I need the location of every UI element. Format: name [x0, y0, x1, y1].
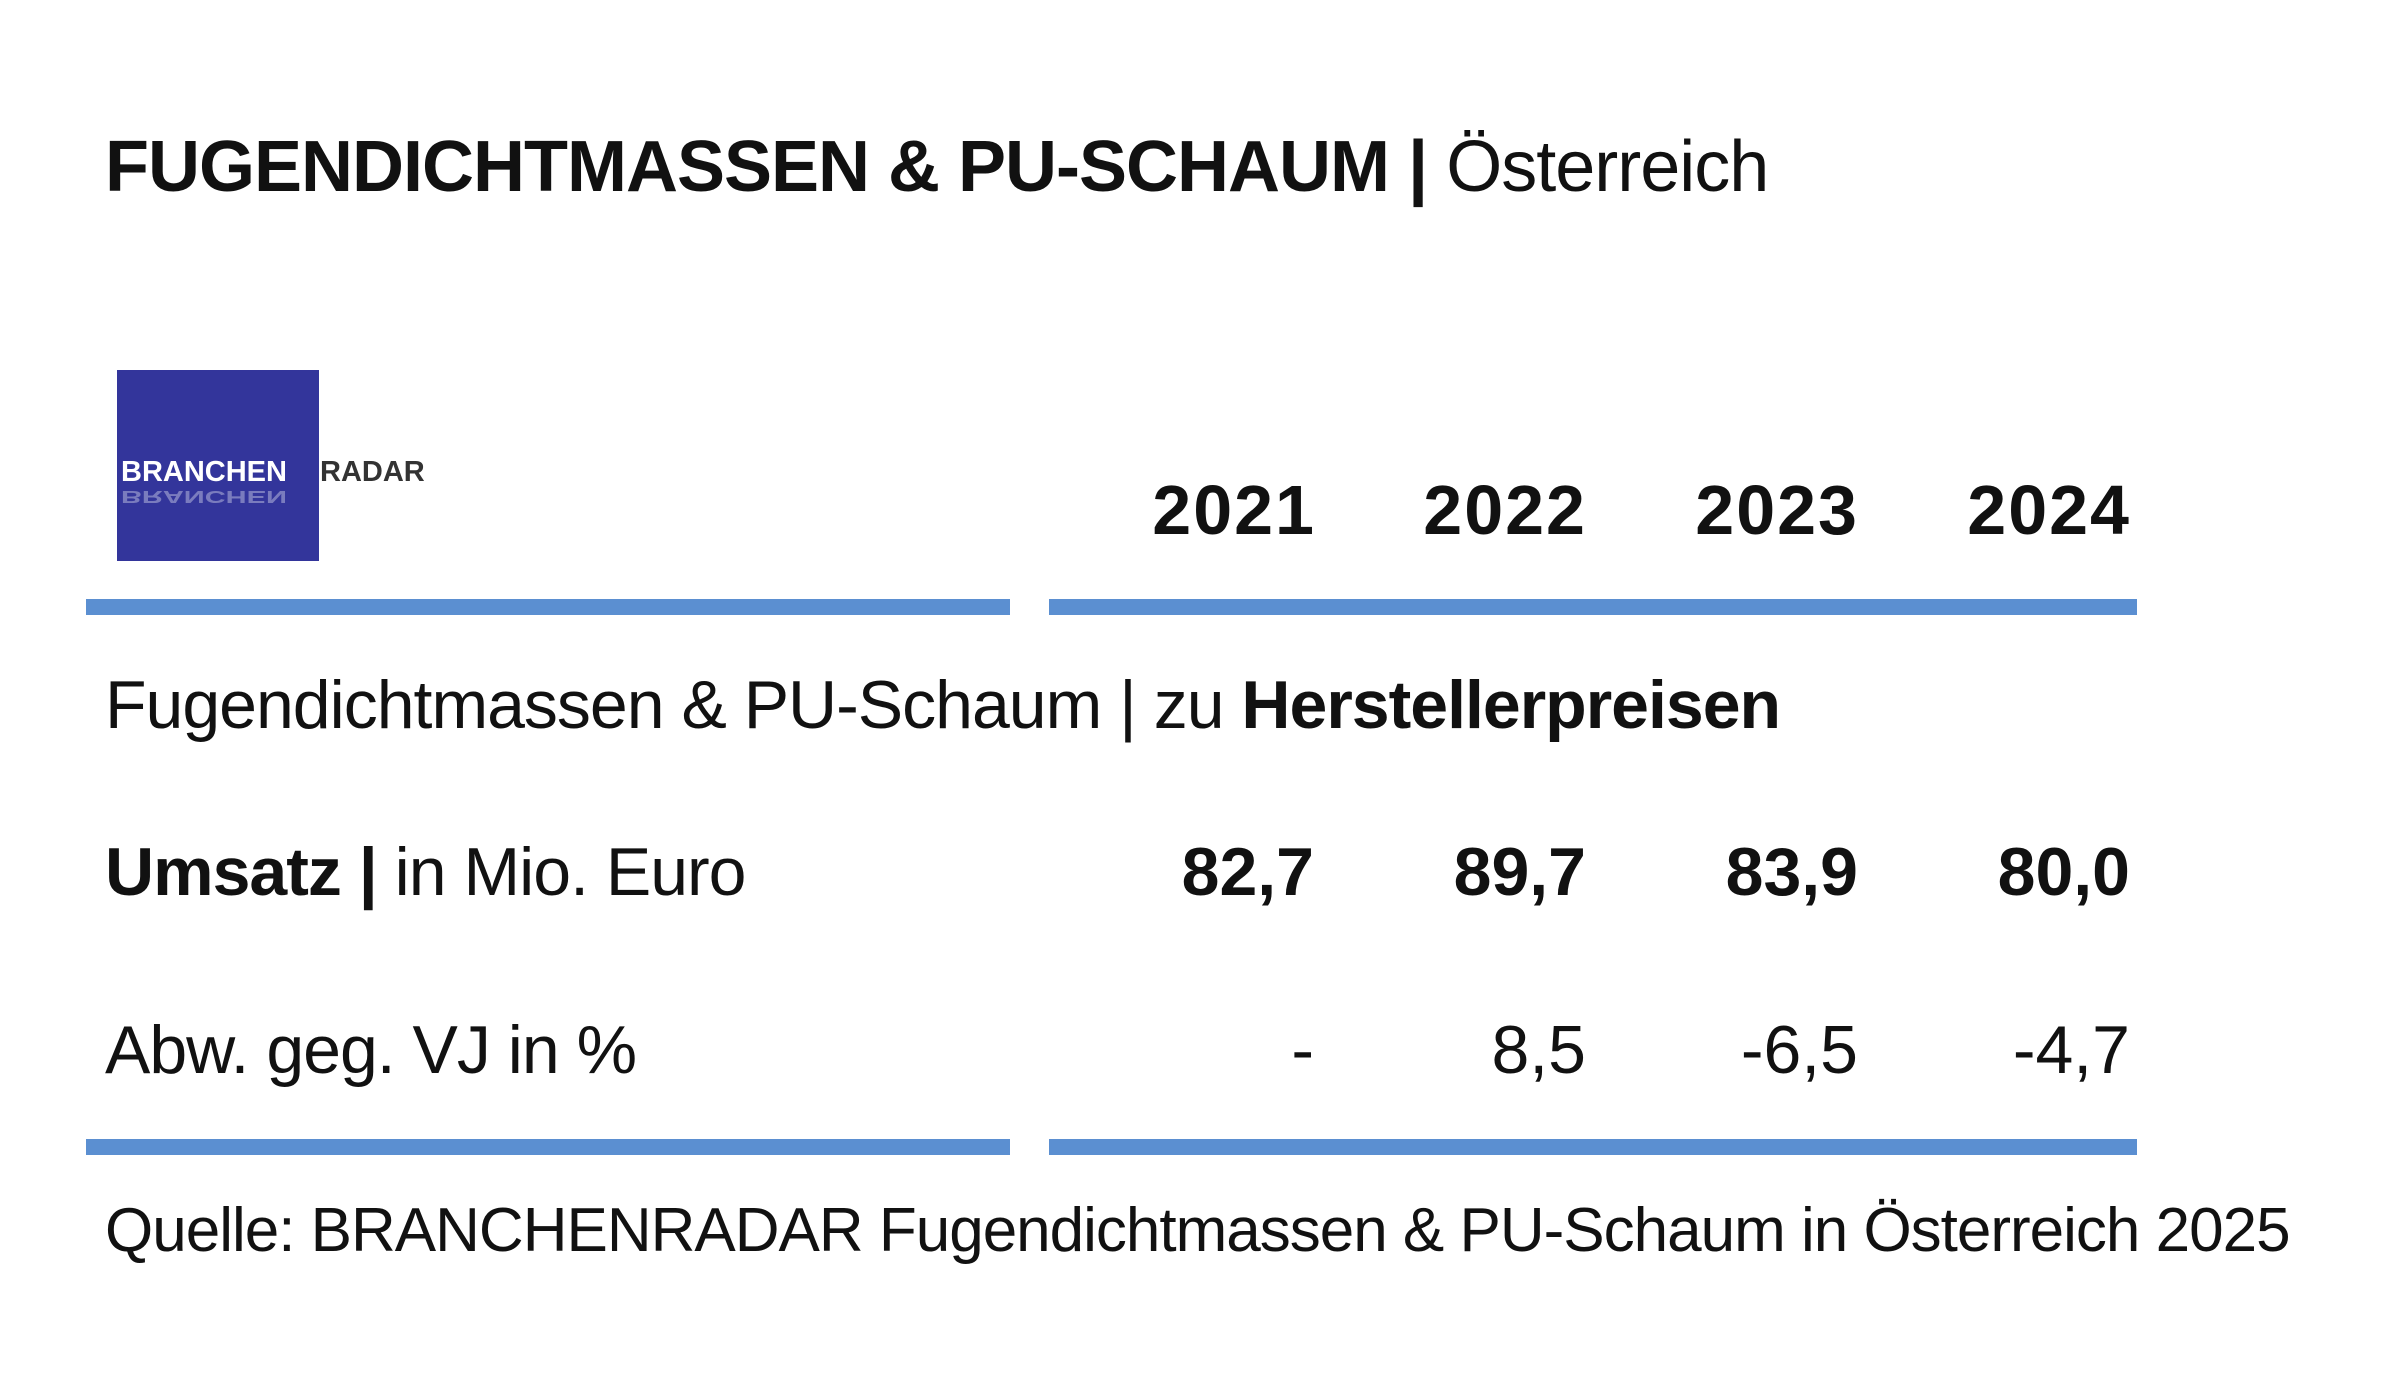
source-note: Quelle: BRANCHENRADAR Fugendichtmassen &… — [105, 1196, 2291, 1265]
section-title: Fugendichtmassen & PU-Schaum | zu Herste… — [105, 665, 1781, 745]
year-header: 2023 — [1695, 471, 1859, 549]
section-prefix: Fugendichtmassen & PU-Schaum | zu — [105, 667, 1242, 743]
divider-bottom-left — [86, 1139, 1010, 1155]
table-cell-change: 8,5 — [1491, 1012, 1586, 1088]
year-header: 2021 — [1152, 471, 1316, 549]
title-main: FUGENDICHTMASSEN & PU-SCHAUM — [105, 127, 1390, 207]
logo-text-branchen: BRANCHEN — [121, 456, 287, 488]
row-label-unit: in Mio. Euro — [376, 834, 747, 910]
branchenradar-logo: BRANCHEN BRANCHEN RADAR — [117, 370, 425, 561]
table-cell-change: -6,5 — [1740, 1012, 1858, 1088]
page-title: FUGENDICHTMASSEN & PU-SCHAUM | Österreic… — [105, 122, 1769, 212]
year-header: 2022 — [1423, 471, 1587, 549]
divider-bottom-right — [1049, 1139, 2137, 1155]
row-label-text: Abw. geg. VJ in % — [105, 1012, 637, 1088]
table-cell-change: - — [1291, 1012, 1314, 1088]
logo-reflection: BRANCHEN — [121, 487, 287, 507]
table-cell-umsatz: 83,9 — [1725, 834, 1858, 910]
divider-top-right — [1049, 599, 2137, 615]
table-cell-umsatz: 80,0 — [1997, 834, 2130, 910]
title-separator: | — [1408, 127, 1428, 207]
table-cell-umsatz: 82,7 — [1181, 834, 1314, 910]
table-cell-umsatz: 89,7 — [1453, 834, 1586, 910]
year-header: 2024 — [1967, 471, 2131, 549]
table-cell-change: -4,7 — [2012, 1012, 2130, 1088]
divider-top-left — [86, 599, 1010, 615]
row-label-change: Abw. geg. VJ in % — [105, 1010, 637, 1090]
row-label-umsatz: Umsatz | in Mio. Euro — [105, 832, 747, 912]
logo-text-radar: RADAR — [320, 456, 425, 488]
section-emphasis: Herstellerpreisen — [1241, 667, 1781, 743]
logo-wordmark: BRANCHEN BRANCHEN RADAR — [121, 456, 425, 507]
title-region: Österreich — [1446, 127, 1769, 207]
row-label-bold: Umsatz | — [105, 834, 378, 910]
